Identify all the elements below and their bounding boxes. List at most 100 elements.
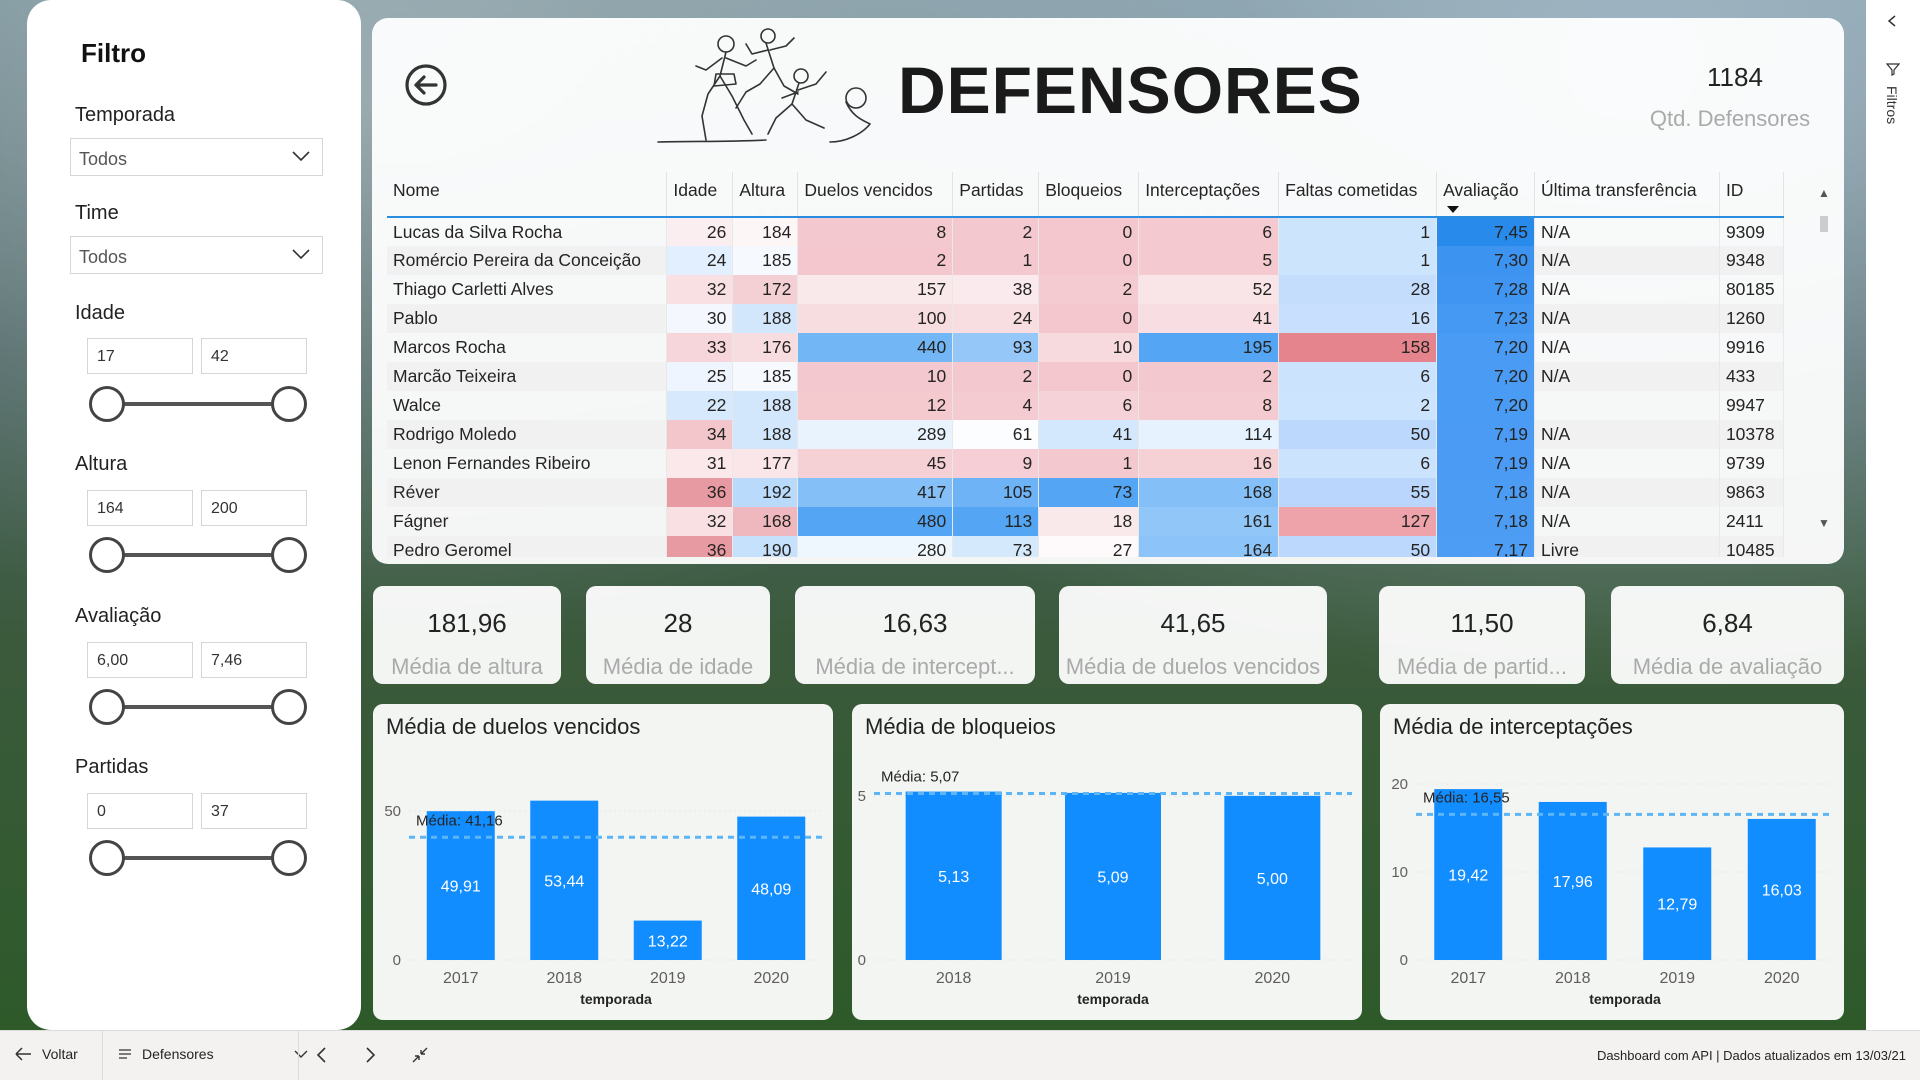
table-cell: 188	[732, 304, 799, 333]
matches-slider-max-handle[interactable]	[271, 840, 307, 876]
table-cell: 440	[797, 333, 954, 362]
column-header[interactable]: Avaliação	[1436, 172, 1536, 218]
column-header[interactable]: ID	[1719, 172, 1784, 218]
next-page-icon[interactable]	[362, 1044, 378, 1066]
table-cell: 480	[797, 507, 954, 536]
column-header[interactable]: Idade	[666, 172, 734, 218]
height-slider-min-handle[interactable]	[89, 537, 125, 573]
matches-min-input[interactable]: 0	[87, 793, 193, 829]
table-row[interactable]: Pablo 30 188 100 24 0 41 16 7,23 N/A 1260	[387, 304, 1784, 333]
bar	[426, 811, 495, 960]
column-header[interactable]: Duelos vencidos	[797, 172, 954, 218]
bar	[1747, 818, 1816, 960]
table-cell: 7,19	[1436, 420, 1536, 449]
page-selector[interactable]: Defensores	[118, 1046, 308, 1062]
rating-slider-min-handle[interactable]	[89, 689, 125, 725]
age-max-input[interactable]: 42	[201, 338, 307, 374]
table-row[interactable]: Marcão Teixeira 25 185 10 2 0 2 6 7,20 N/A 433	[387, 362, 1784, 391]
column-header[interactable]: Partidas	[952, 172, 1040, 218]
chart-title: Média de interceptações	[1393, 714, 1633, 739]
bar	[737, 816, 806, 960]
table-cell: 16	[1278, 304, 1438, 333]
table-cell: 2	[797, 246, 954, 275]
rating-min-input[interactable]: 6,00	[87, 642, 193, 678]
rating-slider-track[interactable]	[107, 705, 291, 709]
table-row[interactable]: Romércio Pereira da Conceição 24 185 2 1 0 5 1 7…	[387, 246, 1784, 275]
table-row[interactable]: Pedro Geromel 36 190 280 73 27 164 50 7,17 Livre 1…	[387, 536, 1784, 557]
defenders-count-label: Qtd. Defensores	[1649, 106, 1811, 131]
chevron-left-icon[interactable]	[1886, 14, 1898, 28]
defenders-table: Nome Idade Altura Duelos vencidos Partidas Bl…	[387, 172, 1784, 557]
chart-card-duels: Média de duelos vencidos 0 50 49,91 2017 53,…	[373, 704, 833, 1020]
height-slider-max-handle[interactable]	[271, 537, 307, 573]
age-slider-min-handle[interactable]	[89, 386, 125, 422]
table-cell: 184	[732, 217, 799, 246]
table-cell: 7,18	[1436, 507, 1536, 536]
table-cell: 114	[1138, 420, 1280, 449]
back-button-label: Voltar	[42, 1046, 78, 1062]
table-row[interactable]: Réver 36 192 417 105 73 168 55 7,18 N/A 9863	[387, 478, 1784, 507]
table-cell: 7,28	[1436, 275, 1536, 304]
y-tick-label: 0	[393, 952, 401, 969]
table-cell: N/A	[1534, 333, 1720, 362]
table-cell: 50	[1278, 536, 1438, 557]
y-tick-label: 5	[858, 788, 866, 805]
height-label: Altura	[75, 453, 128, 475]
table-cell: 185	[732, 246, 799, 275]
table-row[interactable]: Lucas da Silva Rocha 26 184 8 2 0 6 1 7,45 N/A 930…	[387, 217, 1784, 246]
scroll-down-icon[interactable]: ▼	[1818, 516, 1830, 530]
column-header[interactable]: Bloqueios	[1038, 172, 1140, 218]
table-row[interactable]: Lenon Fernandes Ribeiro 31 177 45 9 1 16 6 7,19 N…	[387, 449, 1784, 478]
collapse-icon[interactable]	[410, 1044, 430, 1066]
x-tick-label: 2019	[650, 970, 686, 987]
chevron-down-icon	[294, 1050, 308, 1058]
age-min-input[interactable]: 17	[87, 338, 193, 374]
table-cell: 52	[1138, 275, 1280, 304]
table-row[interactable]: Fágner 32 168 480 113 18 161 127 7,18 N/A 2411	[387, 507, 1784, 536]
matches-slider-min-handle[interactable]	[89, 840, 125, 876]
table-cell: 100	[797, 304, 954, 333]
column-header[interactable]: Faltas cometidas	[1278, 172, 1438, 218]
age-slider-track[interactable]	[107, 402, 291, 406]
table-cell: 2	[1038, 275, 1140, 304]
x-axis-title: temporada	[1077, 991, 1149, 1007]
rating-max-input[interactable]: 7,46	[201, 642, 307, 678]
table-cell: 280	[797, 536, 954, 557]
matches-max-input[interactable]: 37	[201, 793, 307, 829]
table-row[interactable]: Marcos Rocha 33 176 440 93 10 195 158 7,20 N/A 991…	[387, 333, 1784, 362]
column-header[interactable]: Última transferência	[1534, 172, 1720, 218]
height-slider-track[interactable]	[107, 553, 291, 557]
table-row[interactable]: Walce 22 188 12 4 6 8 2 7,20 9947	[387, 391, 1784, 420]
column-header[interactable]: Interceptações	[1138, 172, 1280, 218]
height-min-input[interactable]: 164	[87, 490, 193, 526]
table-cell: Rodrigo Moledo	[387, 420, 668, 449]
age-slider-max-handle[interactable]	[271, 386, 307, 422]
kpi-value: 28	[663, 608, 693, 638]
table-row[interactable]: Rodrigo Moledo 34 188 289 61 41 114 50 7,19 N/A 10…	[387, 420, 1784, 449]
team-dropdown[interactable]: Todos	[70, 236, 323, 274]
column-header[interactable]: Nome	[387, 172, 668, 218]
previous-page-icon[interactable]	[314, 1044, 330, 1066]
table-header-row: Nome Idade Altura Duelos vencidos Partidas Bl…	[387, 172, 1784, 218]
table-cell: 9	[952, 449, 1040, 478]
bar-value-label: 53,44	[544, 873, 584, 890]
table-cell: 9947	[1719, 391, 1784, 420]
season-dropdown[interactable]: Todos	[70, 138, 323, 176]
chart-title: Média de duelos vencidos	[386, 714, 641, 739]
rating-slider-max-handle[interactable]	[271, 689, 307, 725]
back-arrow-icon[interactable]	[404, 63, 448, 107]
table-cell: 30	[666, 304, 734, 333]
table-cell: 27	[1038, 536, 1140, 557]
table-cell: Lucas da Silva Rocha	[387, 217, 668, 246]
height-max-input[interactable]: 200	[201, 490, 307, 526]
column-header[interactable]: Altura	[732, 172, 799, 218]
table-cell: 168	[1138, 478, 1280, 507]
table-scrollbar-thumb[interactable]	[1820, 216, 1828, 232]
table-cell: 32	[666, 507, 734, 536]
table-cell: 161	[1138, 507, 1280, 536]
filters-pane-collapsed[interactable]: Filtros	[1866, 0, 1920, 1030]
back-button[interactable]: Voltar	[14, 1046, 78, 1062]
matches-slider-track[interactable]	[107, 856, 291, 860]
scroll-up-icon[interactable]: ▲	[1818, 186, 1830, 200]
table-row[interactable]: Thiago Carletti Alves 32 172 157 38 2 52 28 7,28…	[387, 275, 1784, 304]
